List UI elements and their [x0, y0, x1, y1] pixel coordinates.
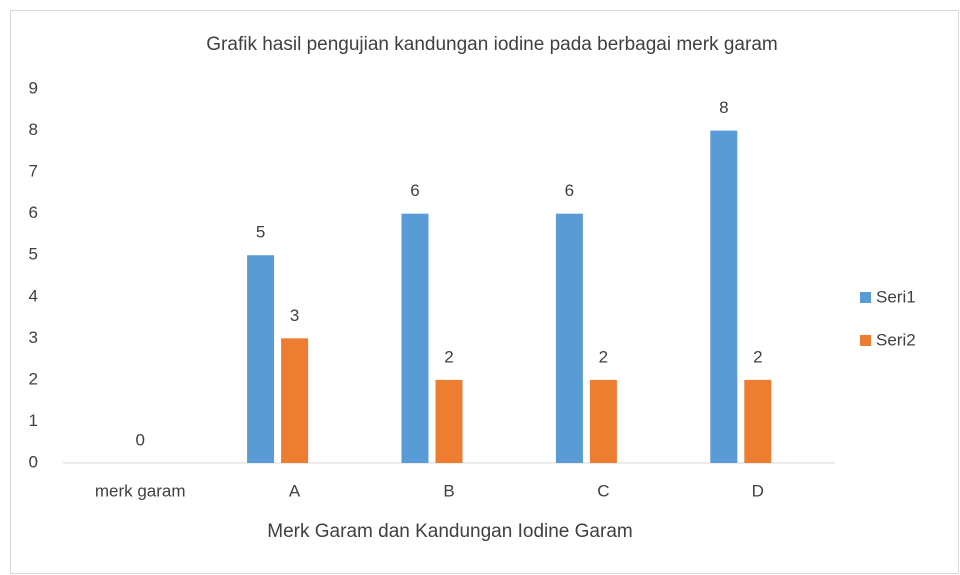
y-tick-label: 1	[29, 411, 38, 430]
data-label: 8	[719, 98, 728, 117]
data-label: 3	[290, 306, 299, 325]
y-tick-label: 8	[29, 120, 38, 139]
x-axis-title: Merk Garam dan Kandungan Iodine Garam	[267, 521, 632, 542]
data-label: 2	[444, 347, 453, 366]
chart-title: Grafik hasil pengujian kandungan iodine …	[206, 34, 777, 55]
legend-label: Seri1	[876, 287, 916, 306]
bar	[744, 379, 772, 463]
bar	[435, 379, 463, 463]
y-tick-label: 2	[29, 369, 38, 388]
y-tick-label: 7	[29, 162, 38, 181]
bar	[555, 213, 583, 463]
bar	[401, 213, 429, 463]
bar	[247, 255, 275, 463]
bar	[281, 338, 309, 463]
y-tick-label: 9	[29, 78, 38, 97]
y-tick-label: 5	[29, 245, 38, 264]
y-tick-label: 6	[29, 203, 38, 222]
y-tick-label: 0	[29, 452, 38, 471]
y-tick-label: 3	[29, 328, 38, 347]
bar	[589, 379, 617, 463]
data-label: 6	[410, 181, 419, 200]
x-tick-label: B	[443, 481, 454, 500]
chart-border	[10, 10, 959, 574]
legend-label: Seri2	[876, 330, 916, 349]
legend-swatch	[860, 335, 871, 346]
data-label: 2	[599, 347, 608, 366]
x-tick-label: D	[752, 481, 764, 500]
x-tick-label: C	[597, 481, 609, 500]
legend-swatch	[860, 292, 871, 303]
x-tick-label: A	[289, 481, 301, 500]
bar	[710, 130, 738, 464]
data-label: 6	[565, 181, 574, 200]
data-label: 0	[135, 430, 144, 449]
y-tick-label: 4	[29, 286, 38, 305]
data-label: 5	[256, 223, 265, 242]
x-tick-label: merk garam	[95, 481, 186, 500]
data-label: 2	[753, 347, 762, 366]
